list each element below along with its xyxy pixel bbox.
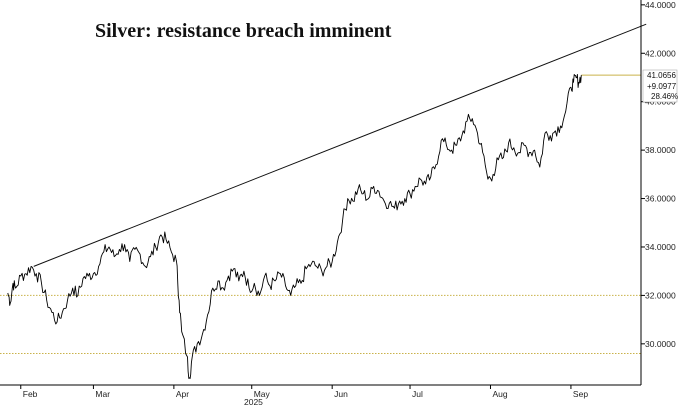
x-tick-label: Jun xyxy=(334,389,348,399)
y-tick-label: 38.0000 xyxy=(645,145,676,155)
x-tick-label: Aug xyxy=(492,389,507,399)
price-series-line xyxy=(7,73,582,379)
last-price-label: 41.0656 xyxy=(647,71,676,80)
y-tick-label: 32.0000 xyxy=(645,290,676,300)
percent-change-label: 28.46% xyxy=(651,92,678,101)
x-tick-label: Sep xyxy=(573,389,588,399)
reference-lines xyxy=(0,74,641,355)
x-tick-label: Apr xyxy=(176,389,189,399)
y-tick-label: 34.0000 xyxy=(645,242,676,252)
last-value-tag: 41.0656 +9.0977 28.46% xyxy=(642,69,678,103)
y-tick-label: 36.0000 xyxy=(645,194,676,204)
x-axis-year-label: 2025 xyxy=(244,397,263,407)
price-change-label: +9.0977 xyxy=(647,82,677,91)
x-axis-ticks: Feb Mar Apr May Jun Jul Aug Sep xyxy=(20,385,588,399)
x-tick-label: Mar xyxy=(95,389,110,399)
chart-title: Silver: resistance breach imminent xyxy=(95,20,392,42)
resistance-trendline xyxy=(33,23,647,267)
y-tick-label: 44.0000 xyxy=(645,0,676,10)
last-value-tag-box xyxy=(642,69,678,103)
x-tick-label: May xyxy=(254,389,271,399)
x-tick-label: Jul xyxy=(412,389,423,399)
x-tick-label: Feb xyxy=(23,389,38,399)
y-tick-label: 42.0000 xyxy=(645,48,676,58)
y-tick-label: 30.0000 xyxy=(645,339,676,349)
